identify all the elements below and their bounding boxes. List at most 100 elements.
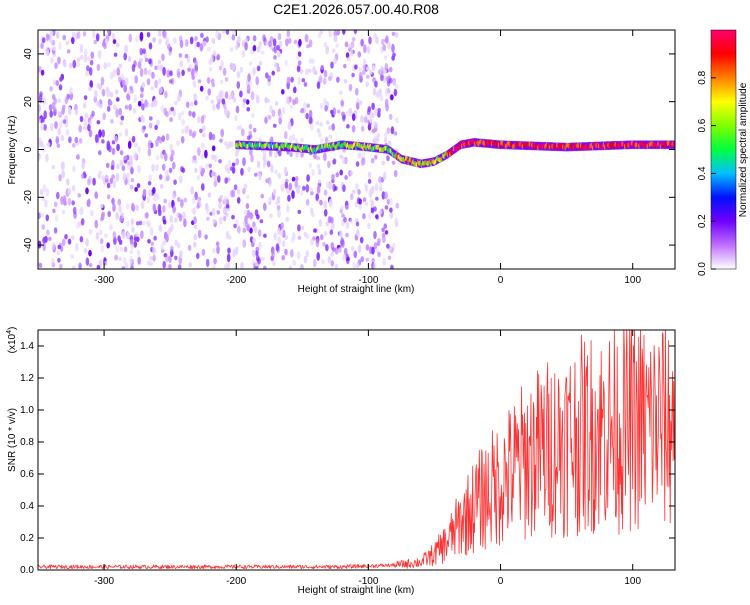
heatmap-cell	[200, 115, 205, 124]
heatmap-cell	[49, 122, 54, 132]
heatmap-cell	[394, 32, 399, 38]
heatmap-cell	[181, 110, 185, 116]
heatmap-cell	[323, 152, 327, 161]
heatmap-cell	[318, 219, 323, 228]
heatmap-cell	[315, 238, 320, 248]
colorbar-tick-label: 0.4	[697, 166, 708, 180]
heatmap-cell	[323, 42, 328, 48]
heatmap-cell	[59, 263, 63, 269]
heatmap-cell	[319, 199, 323, 206]
heatmap-cell	[386, 243, 390, 249]
heatmap-cell	[207, 88, 211, 96]
heatmap-cell	[177, 264, 182, 269]
heatmap-cell	[387, 255, 392, 261]
heatmap-cell	[191, 68, 195, 77]
y-tick-label: 0.4	[20, 501, 34, 512]
heatmap-cell	[161, 135, 165, 143]
heatmap-cell	[62, 104, 66, 110]
heatmap-cell	[356, 230, 360, 237]
heatmap-cell	[177, 112, 182, 121]
heatmap-cell	[343, 247, 348, 256]
heatmap-cell	[284, 235, 289, 241]
heatmap-cell	[126, 93, 130, 100]
heatmap-cell	[94, 133, 99, 143]
heatmap-cell	[292, 99, 296, 106]
heatmap-cell	[72, 165, 76, 172]
heatmap-cell	[323, 97, 327, 107]
heatmap-cell	[94, 219, 99, 229]
heatmap-cell	[156, 119, 160, 127]
heatmap-cell	[231, 162, 236, 167]
heatmap-cell	[286, 76, 291, 84]
heatmap-cell	[273, 232, 278, 241]
heatmap-cell	[305, 68, 309, 76]
heatmap-cell	[188, 110, 192, 117]
heatmap-cell	[136, 183, 141, 189]
heatmap-cell	[384, 63, 389, 71]
heatmap-cell	[238, 124, 243, 130]
heatmap-cell	[291, 190, 295, 199]
heatmap-cell	[111, 174, 115, 180]
heatmap-cell	[111, 147, 116, 155]
heatmap-cell	[101, 41, 106, 48]
heatmap-cell	[177, 94, 181, 102]
heatmap-cell	[297, 77, 302, 86]
heatmap-cell	[299, 69, 304, 74]
heatmap-cell	[45, 47, 49, 55]
heatmap-cell	[110, 119, 114, 124]
heatmap-cell	[112, 231, 117, 240]
heatmap-cell	[85, 257, 90, 266]
heatmap-cell	[246, 89, 251, 94]
x-tick-label: -100	[358, 576, 378, 587]
heatmap-cell	[242, 239, 247, 248]
heatmap-cell	[133, 236, 138, 242]
heatmap-cell	[61, 209, 66, 215]
heatmap-cell	[79, 115, 84, 123]
heatmap-cell	[146, 219, 150, 226]
heatmap-cell	[144, 133, 148, 138]
heatmap-cell	[336, 76, 340, 83]
heatmap-cell	[72, 206, 77, 215]
heatmap-cell	[157, 30, 162, 37]
heatmap-cell	[167, 201, 172, 209]
heatmap-cell	[176, 140, 180, 147]
heatmap-cell	[98, 170, 102, 175]
heatmap-cell	[219, 195, 224, 199]
heatmap-cell	[385, 76, 390, 82]
heatmap-cell	[223, 195, 228, 205]
heatmap-cell	[108, 100, 113, 106]
heatmap-cell	[193, 224, 198, 230]
heatmap-cell	[257, 229, 262, 237]
heatmap-cell	[109, 91, 114, 98]
heatmap-cell	[362, 197, 367, 202]
heatmap-cell	[219, 138, 223, 143]
heatmap-cell	[130, 244, 134, 250]
heatmap-cell	[147, 148, 152, 157]
heatmap-cell	[308, 109, 313, 119]
heatmap-cell	[162, 205, 166, 213]
heatmap-cell	[272, 188, 277, 196]
heatmap-cell	[95, 232, 100, 240]
heatmap-cell	[197, 229, 202, 239]
heatmap-cell	[115, 211, 119, 220]
heatmap-cell	[358, 198, 363, 205]
heatmap-cell	[227, 247, 231, 254]
heatmap-cell	[279, 113, 284, 118]
heatmap-cell	[259, 219, 264, 224]
heatmap-cell	[78, 137, 83, 144]
heatmap-cell	[57, 244, 62, 250]
heatmap-cell	[213, 174, 218, 181]
heatmap-cell	[123, 52, 127, 61]
heatmap-cell	[363, 44, 367, 54]
heatmap-cell	[147, 260, 151, 266]
heatmap-cell	[281, 240, 286, 248]
heatmap-cell	[236, 188, 241, 195]
heatmap-cell	[51, 257, 55, 267]
heatmap-cell	[72, 143, 76, 148]
heatmap-cell	[119, 150, 124, 156]
heatmap-cell	[374, 183, 379, 191]
heatmap-cell	[328, 134, 333, 139]
heatmap-cell	[383, 131, 388, 139]
heatmap-cell	[332, 107, 337, 116]
heatmap-cell	[189, 36, 194, 45]
